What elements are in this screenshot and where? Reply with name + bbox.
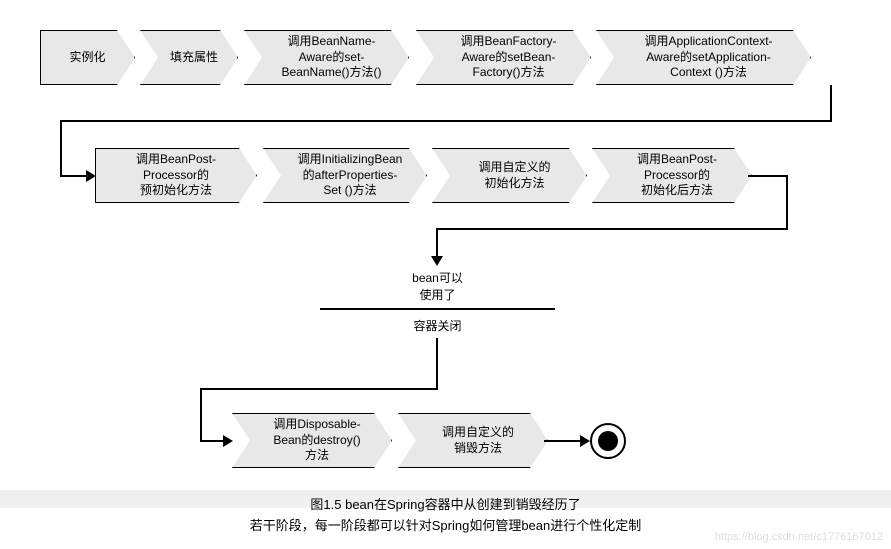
row2-step-3-label: 调用BeanPost- Processor的 初始化后方法 — [637, 152, 717, 199]
connector-r1-down — [830, 85, 832, 122]
row2-step-1: 调用InitializingBean 的afterProperties- Set… — [263, 148, 427, 203]
row2-step-0-label: 调用BeanPost- Processor的 预初始化方法 — [136, 152, 216, 199]
arrow-into-r2 — [86, 170, 96, 182]
connector-r2-corner-v — [786, 175, 788, 230]
row1-step-1-label: 填充属性 — [170, 50, 218, 66]
connector-to-r3-h — [200, 388, 438, 390]
connector-r1-across — [60, 120, 832, 122]
container-closed-text: 容器关闭 — [380, 318, 495, 335]
row1-step-0: 实例化 — [40, 30, 135, 85]
connector-into-r2 — [60, 175, 88, 177]
row3-step-0-label: 调用Disposable- Bean的destroy() 方法 — [273, 417, 360, 464]
row1-step-4: 调用ApplicationContext- Aware的setApplicati… — [596, 30, 811, 85]
row1-step-3: 调用BeanFactory- Aware的setBean- Factory()方… — [416, 30, 591, 85]
row1-step-2: 调用BeanName- Aware的set- BeanName()方法() — [244, 30, 409, 85]
row1-step-2-label: 调用BeanName- Aware的set- BeanName()方法() — [281, 34, 381, 81]
row2-step-1-label: 调用InitializingBean 的afterProperties- Set… — [298, 152, 403, 199]
connector-r1-to-r2 — [60, 120, 62, 176]
row2-step-3: 调用BeanPost- Processor的 初始化后方法 — [592, 148, 752, 203]
row3-step-1-label: 调用自定义的 销毁方法 — [442, 425, 514, 456]
row2-step-2-label: 调用自定义的 初始化方法 — [478, 160, 550, 191]
divider-line — [320, 308, 555, 310]
connector-into-r3 — [200, 440, 225, 442]
row1-step-0-label: 实例化 — [69, 50, 105, 66]
connector-to-r3-v2 — [200, 388, 202, 440]
watermark: https://blog.csdn.net/c1776167012 — [715, 531, 883, 543]
row3-step-1: 调用自定义的 销毁方法 — [398, 413, 548, 468]
connector-r2-corner-h — [436, 228, 788, 230]
arrow-to-ready — [431, 256, 443, 266]
row2-step-0: 调用BeanPost- Processor的 预初始化方法 — [95, 148, 257, 203]
ready-text: bean可以 使用了 — [380, 270, 495, 304]
row1-step-1: 填充属性 — [140, 30, 238, 85]
row3-step-0: 调用Disposable- Bean的destroy() 方法 — [232, 413, 392, 468]
connector-to-ready — [436, 228, 438, 258]
arrow-to-end — [580, 435, 590, 447]
row1-step-3-label: 调用BeanFactory- Aware的setBean- Factory()方… — [460, 34, 556, 81]
end-state — [590, 423, 626, 459]
arrow-into-r3 — [223, 435, 233, 447]
connector-to-r3-v — [436, 338, 438, 390]
connector-to-end — [544, 440, 582, 442]
row2-step-2: 调用自定义的 初始化方法 — [432, 148, 587, 203]
row1-step-4-label: 调用ApplicationContext- Aware的setApplicati… — [644, 34, 772, 81]
caption-line1: 图1.5 bean在Spring容器中从创建到销毁经历了 — [0, 495, 891, 516]
connector-r2-out — [748, 175, 788, 177]
